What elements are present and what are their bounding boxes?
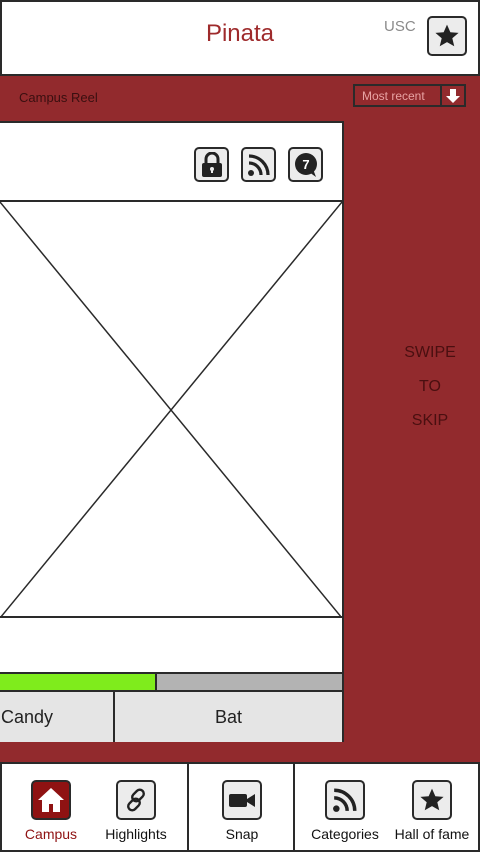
star-icon (420, 788, 444, 811)
nav-divider (293, 764, 295, 852)
favorite-button[interactable] (427, 16, 467, 56)
video-camera-icon (229, 794, 255, 807)
nav-label: Categories (311, 826, 379, 842)
vote-option-bat[interactable]: Bat (115, 692, 342, 742)
school-label: USC (384, 18, 416, 35)
nav-item-hall-of-fame[interactable]: Hall of fame (390, 764, 474, 852)
lock-icon (201, 151, 222, 177)
nav-icon-box (222, 780, 262, 820)
rss-icon (333, 788, 357, 812)
nav-icon-box (116, 780, 156, 820)
app-header (0, 0, 480, 74)
nav-label: Campus (24, 826, 78, 842)
card-caption (0, 620, 342, 674)
vote-progress-fill (0, 674, 157, 690)
post-card[interactable]: 7 Candy Bat (0, 121, 344, 742)
nav-icon-box (31, 780, 71, 820)
lock-button[interactable] (194, 147, 229, 182)
link-icon (127, 788, 145, 812)
dropdown-arrow-icon[interactable] (440, 86, 464, 105)
swipe-hint-line: SKIP (411, 412, 449, 429)
star-icon (435, 24, 459, 47)
swipe-hint-line: TO (419, 378, 441, 395)
comment-count: 7 (302, 157, 309, 172)
rss-icon (247, 153, 270, 176)
comment-bubble-icon: 7 (294, 152, 317, 177)
card-toolbar: 7 (0, 123, 342, 202)
sort-selected-value: Most recent (362, 89, 425, 103)
comment-button[interactable]: 7 (288, 147, 323, 182)
nav-label: Snap (225, 826, 259, 842)
nav-item-campus[interactable]: Campus (12, 764, 90, 852)
vote-option-label: Candy (1, 706, 54, 727)
section-title: Campus Reel (19, 90, 98, 105)
nav-label: Highlights (105, 826, 167, 842)
vote-option-label: Bat (214, 706, 243, 727)
swipe-hint-line: SWIPE (404, 344, 456, 361)
vote-progress-bar (0, 674, 342, 692)
nav-label: Hall of fame (394, 826, 470, 842)
sort-dropdown[interactable]: Most recent (353, 84, 466, 107)
bottom-nav: Campus Highlights Snap Categorie (0, 762, 480, 852)
swipe-hint: SWIPE TO SKIP (380, 336, 480, 438)
nav-item-snap[interactable]: Snap (202, 764, 282, 852)
nav-item-categories[interactable]: Categories (305, 764, 385, 852)
image-placeholder (0, 202, 342, 618)
vote-option-candy[interactable]: Candy (0, 692, 115, 742)
nav-item-highlights[interactable]: Highlights (96, 764, 176, 852)
home-icon (38, 788, 64, 812)
nav-icon-box (412, 780, 452, 820)
nav-divider (187, 764, 189, 852)
app-title: Pinata (205, 20, 275, 47)
nav-icon-box (325, 780, 365, 820)
vote-options: Candy Bat (0, 692, 342, 742)
rss-button[interactable] (241, 147, 276, 182)
